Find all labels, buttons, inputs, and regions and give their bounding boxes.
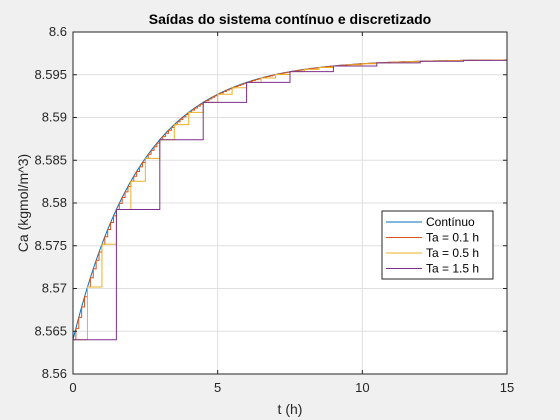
y-tick-label: 8.6 xyxy=(49,24,67,39)
y-tick-label: 8.595 xyxy=(34,67,67,82)
x-tick-label: 10 xyxy=(355,380,369,395)
y-tick-label: 8.575 xyxy=(34,238,67,253)
axis-ticks: 0 5 10 15 8.56 8.565 8.57 8.575 8.58 8.585 8.59 8.5… xyxy=(34,24,514,395)
y-tick-label: 8.57 xyxy=(42,281,67,296)
chart-title: Saídas do sistema contínuo e discretizad… xyxy=(149,11,431,27)
legend-label: Ta = 0.1 h xyxy=(426,231,479,245)
legend-entry[interactable]: Ta = 0.5 h xyxy=(386,246,479,260)
legend-entry[interactable]: Ta = 0.1 h xyxy=(386,231,479,245)
series-lines xyxy=(72,59,508,341)
grid-lines xyxy=(72,31,508,375)
legend-label: Ta = 1.5 h xyxy=(426,262,479,276)
y-tick-label: 8.565 xyxy=(34,323,67,338)
legend-label: Ta = 0.5 h xyxy=(426,246,479,260)
legend-entry[interactable]: Contínuo xyxy=(386,215,475,229)
y-tick-label: 8.56 xyxy=(42,366,67,381)
x-axis-label: t (h) xyxy=(278,401,303,417)
legend-entry[interactable]: Ta = 1.5 h xyxy=(386,262,479,276)
legend-label: Contínuo xyxy=(426,215,475,229)
series-line-3 xyxy=(73,59,507,341)
y-axis-label: Ca (kgmol/m^3) xyxy=(15,154,31,252)
x-tick-label: 0 xyxy=(69,380,76,395)
x-tick-label: 15 xyxy=(500,380,514,395)
x-tick-label: 5 xyxy=(214,380,221,395)
y-tick-label: 8.585 xyxy=(34,152,67,167)
y-tick-label: 8.59 xyxy=(42,110,67,125)
legend[interactable]: Contínuo Ta = 0.1 hTa = 0.5 h Ta = 1.5 h xyxy=(381,210,494,280)
y-tick-label: 8.58 xyxy=(42,195,67,210)
